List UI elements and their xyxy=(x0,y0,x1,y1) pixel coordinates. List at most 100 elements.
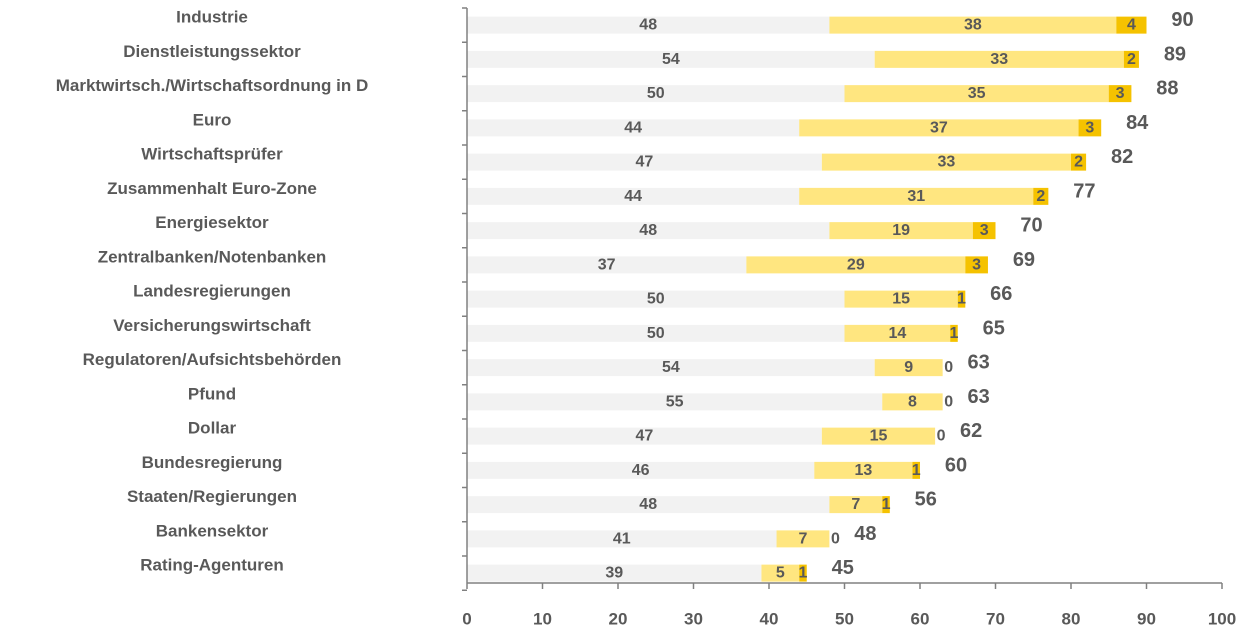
total-label: 69 xyxy=(1013,249,1035,271)
value-label: 0 xyxy=(944,393,953,410)
bar-segment xyxy=(882,393,943,411)
bar-segment xyxy=(467,119,800,137)
total-label: 90 xyxy=(1171,9,1193,31)
value-label: 0 xyxy=(944,359,953,376)
bar-segment xyxy=(761,564,800,582)
bar-segment xyxy=(776,530,830,548)
bar-segment xyxy=(912,461,920,479)
total-label: 63 xyxy=(968,352,990,374)
value-label: 14 xyxy=(888,325,906,342)
category-label: Landesregierungen xyxy=(133,282,291,301)
value-label: 7 xyxy=(799,530,808,547)
bar-segment xyxy=(1123,50,1139,68)
category-label: Zusammenhalt Euro-Zone xyxy=(107,179,317,198)
category-label: Industrie xyxy=(176,8,248,27)
value-label: 2 xyxy=(1036,188,1045,205)
value-label: 1 xyxy=(799,565,808,582)
bar-segment xyxy=(829,496,883,514)
value-label: 3 xyxy=(972,256,981,273)
bar-segment xyxy=(746,256,966,274)
total-label: 82 xyxy=(1111,146,1133,168)
value-label: 5 xyxy=(776,565,785,582)
value-label: 15 xyxy=(892,291,910,308)
total-label: 60 xyxy=(945,454,967,476)
value-label: 2 xyxy=(1127,51,1136,68)
bar-segment xyxy=(1108,85,1132,103)
category-label: Versicherungswirtschaft xyxy=(113,316,311,335)
value-label: 46 xyxy=(632,462,650,479)
bar-segment xyxy=(467,496,830,514)
bar-segment xyxy=(467,564,762,582)
x-tick-label: 50 xyxy=(835,610,854,629)
bar-segment xyxy=(874,359,943,377)
x-tick-label: 0 xyxy=(462,610,471,629)
value-label: 3 xyxy=(980,222,989,239)
bar-segment xyxy=(467,393,883,411)
bar-segment xyxy=(467,153,822,171)
bar-segment xyxy=(467,256,747,274)
bar-segment xyxy=(844,290,958,308)
value-label: 48 xyxy=(639,496,657,513)
value-label: 8 xyxy=(908,393,917,410)
bar-segment xyxy=(829,222,973,240)
value-label: 1 xyxy=(912,462,921,479)
bar-segment xyxy=(799,187,1034,205)
total-label: 84 xyxy=(1126,112,1149,134)
value-label: 9 xyxy=(904,359,913,376)
value-label: 50 xyxy=(647,85,665,102)
value-label: 44 xyxy=(624,188,642,205)
category-label: Euro xyxy=(193,110,232,129)
category-label: Energiesektor xyxy=(155,213,269,232)
bar-segment xyxy=(821,427,936,445)
category-label: Rating-Agenturen xyxy=(140,556,284,575)
bar-segment xyxy=(1078,119,1102,137)
value-label: 33 xyxy=(990,51,1008,68)
bar-segment xyxy=(799,564,807,582)
bar-segment xyxy=(799,119,1079,137)
value-label: 29 xyxy=(847,256,865,273)
bar-segment xyxy=(467,85,845,103)
bar-segment xyxy=(467,427,822,445)
bar-segment xyxy=(1116,16,1147,34)
value-label: 37 xyxy=(930,119,948,136)
bar-segment xyxy=(844,324,951,342)
category-label: Dollar xyxy=(188,419,237,438)
x-tick-label: 100 xyxy=(1208,610,1236,629)
total-label: 89 xyxy=(1164,43,1186,65)
total-label: 45 xyxy=(832,557,854,579)
value-label: 19 xyxy=(892,222,910,239)
value-label: 50 xyxy=(647,291,665,308)
total-label: 63 xyxy=(968,386,990,408)
bar-segment xyxy=(467,187,800,205)
value-label: 54 xyxy=(662,51,680,68)
value-label: 0 xyxy=(831,530,840,547)
x-tick-label: 10 xyxy=(533,610,552,629)
value-label: 3 xyxy=(1085,119,1094,136)
bar-segment xyxy=(814,461,913,479)
bar-segment xyxy=(882,496,890,514)
bar-segment xyxy=(467,222,830,240)
value-label: 37 xyxy=(598,256,616,273)
bar-segment xyxy=(844,85,1109,103)
value-label: 44 xyxy=(624,119,642,136)
bar-segment xyxy=(965,256,988,274)
value-label: 41 xyxy=(613,530,631,547)
x-tick-label: 30 xyxy=(684,610,703,629)
value-label: 39 xyxy=(605,565,623,582)
bar-segment xyxy=(467,290,845,308)
value-label: 48 xyxy=(639,222,657,239)
category-label: Wirtschaftsprüfer xyxy=(141,145,283,164)
total-label: 48 xyxy=(854,523,876,545)
category-labels: Industrie Dienstleistungssektor Marktwirts… xyxy=(56,8,368,575)
category-label: Zentralbanken/Notenbanken xyxy=(98,247,327,266)
bar-segment xyxy=(467,359,875,377)
value-label: 13 xyxy=(854,462,872,479)
bar-segment xyxy=(829,16,1117,34)
value-label: 47 xyxy=(636,154,654,171)
value-label: 3 xyxy=(1116,85,1125,102)
bar-segment xyxy=(467,50,875,68)
bar-segment xyxy=(1033,187,1049,205)
value-label: 1 xyxy=(950,325,959,342)
